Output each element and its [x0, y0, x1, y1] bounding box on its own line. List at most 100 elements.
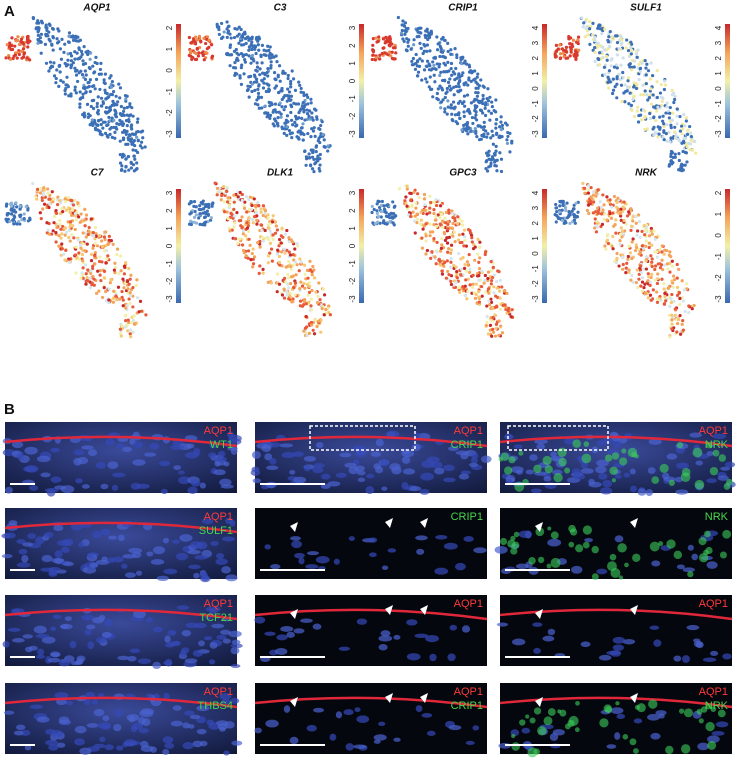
green-signal	[518, 451, 523, 456]
cell-dot	[443, 110, 446, 113]
nucleus	[543, 636, 555, 642]
cell-dot	[444, 92, 447, 95]
cell-dot	[438, 216, 441, 219]
green-signal	[609, 466, 618, 475]
cell-dot	[489, 324, 492, 327]
cell-dot	[90, 253, 93, 256]
cell-dot	[639, 285, 642, 288]
colorbar-tick-label: -2	[714, 115, 723, 123]
green-signal	[619, 457, 627, 465]
cell-dot	[276, 248, 279, 251]
cell-dot	[115, 298, 118, 301]
cell-dot	[267, 281, 270, 284]
cell-dot	[615, 206, 618, 209]
cell-dot	[434, 198, 437, 201]
cell-dot	[279, 102, 282, 105]
cell-dot	[104, 261, 107, 264]
cell-dot	[585, 18, 588, 21]
cell-dot	[642, 268, 645, 271]
cell-dot	[637, 278, 640, 281]
cell-dot	[463, 267, 466, 270]
nucleus	[648, 467, 656, 474]
cell-dot	[593, 39, 596, 42]
cell-dot	[34, 195, 37, 198]
cell-dot	[649, 294, 652, 297]
nucleus	[321, 474, 330, 480]
cell-dot	[651, 233, 654, 236]
cell-dot	[685, 119, 688, 122]
cell-dot	[423, 193, 426, 196]
green-signal	[632, 554, 640, 562]
cell-dot	[236, 59, 239, 62]
cell-dot	[574, 222, 577, 225]
cell-dot	[210, 43, 213, 46]
cell-dot	[498, 151, 501, 154]
cell-dot	[305, 108, 308, 111]
cell-dot	[649, 284, 652, 287]
colorbar	[725, 189, 730, 303]
cell-dot	[85, 90, 88, 93]
cell-dot	[256, 40, 259, 43]
cell-dot	[72, 203, 75, 206]
cell-dot	[465, 270, 468, 273]
nucleus	[130, 649, 141, 654]
cell-dot	[19, 215, 22, 218]
cell-dot	[417, 35, 420, 38]
cell-dot	[60, 207, 63, 210]
cell-dot	[14, 53, 17, 56]
cell-dot	[130, 162, 133, 165]
cell-dot	[258, 272, 261, 275]
cell-dot	[55, 212, 58, 215]
cell-dot	[107, 242, 110, 245]
cell-dot	[13, 45, 16, 48]
cell-dot	[610, 217, 613, 220]
cell-dot	[306, 277, 309, 280]
cell-dot	[194, 52, 197, 55]
cell-dot	[663, 287, 666, 290]
cell-dot	[126, 329, 129, 332]
cell-dot	[287, 97, 290, 100]
nucleus	[676, 462, 689, 469]
cell-dot	[317, 137, 320, 140]
nucleus	[254, 617, 265, 624]
cell-dot	[487, 271, 490, 274]
cell-dot	[632, 237, 635, 240]
cell-dot	[446, 99, 449, 102]
cell-dot	[656, 282, 659, 285]
nucleus	[159, 461, 170, 466]
nucleus	[90, 563, 99, 568]
nucleus	[51, 558, 64, 563]
cell-dot	[52, 221, 55, 224]
cell-dot	[630, 68, 633, 71]
cell-dot	[248, 54, 251, 57]
cell-dot	[92, 231, 95, 234]
cell-dot	[564, 221, 567, 224]
cell-dot	[489, 136, 492, 139]
cell-dot	[269, 229, 272, 232]
nucleus	[298, 557, 304, 564]
cell-dot	[124, 97, 127, 100]
cell-dot	[260, 61, 263, 64]
cell-dot	[577, 49, 580, 52]
cell-dot	[69, 239, 72, 242]
cell-dot	[234, 237, 237, 240]
nucleus	[613, 441, 621, 448]
green-signal	[621, 448, 626, 453]
cell-dot	[651, 257, 654, 260]
cell-dot	[424, 239, 427, 242]
cell-dot	[668, 163, 671, 166]
cell-dot	[676, 286, 679, 289]
cell-dot	[204, 203, 207, 206]
colorbar-tick-label: 0	[714, 86, 723, 91]
cell-dot	[481, 111, 484, 114]
nucleus	[584, 538, 593, 542]
cell-dot	[84, 69, 87, 72]
cell-dot	[276, 290, 279, 293]
cell-dot	[62, 253, 65, 256]
nucleus	[161, 489, 168, 494]
cell-dot	[108, 106, 111, 109]
cell-dot	[452, 100, 455, 103]
cell-dot	[404, 195, 407, 198]
nucleus	[380, 459, 389, 466]
nucleus	[471, 452, 478, 458]
